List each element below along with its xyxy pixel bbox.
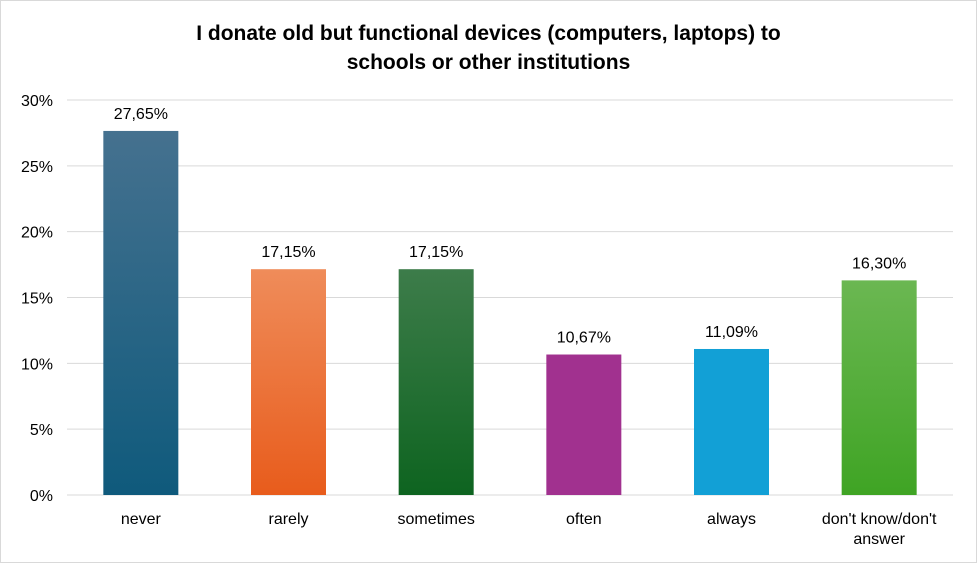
bar <box>694 348 769 495</box>
bar <box>251 269 326 495</box>
data-label: 17,15% <box>261 244 315 261</box>
y-tick-label: 5% <box>30 422 53 439</box>
data-label: 27,65% <box>114 106 168 123</box>
data-label: 10,67% <box>557 330 611 347</box>
data-label: 16,30% <box>852 255 906 272</box>
bar <box>546 354 622 495</box>
x-category-label: often <box>566 511 602 528</box>
y-tick-label: 15% <box>21 291 53 308</box>
x-category-label: answer <box>853 531 905 548</box>
y-tick-label: 10% <box>21 356 53 373</box>
bar <box>398 269 474 495</box>
y-tick-label: 0% <box>30 488 53 505</box>
x-category-label: don't know/don't <box>822 511 937 528</box>
bar <box>103 130 179 496</box>
y-tick-label: 25% <box>21 159 53 176</box>
chart-title-line-1: I donate old but functional devices (com… <box>196 22 781 45</box>
y-tick-label: 30% <box>21 93 53 110</box>
chart-title: I donate old but functional devices (com… <box>1 19 976 77</box>
x-category-label: rarely <box>268 511 308 528</box>
chart-title-line-2: schools or other institutions <box>346 51 631 74</box>
y-tick-label: 20% <box>21 225 53 242</box>
bar <box>841 280 917 495</box>
data-label: 17,15% <box>409 244 463 261</box>
data-label: 11,09% <box>705 324 758 341</box>
x-category-label: never <box>121 511 162 528</box>
x-category-label: sometimes <box>397 511 474 528</box>
x-category-label: always <box>707 511 756 528</box>
